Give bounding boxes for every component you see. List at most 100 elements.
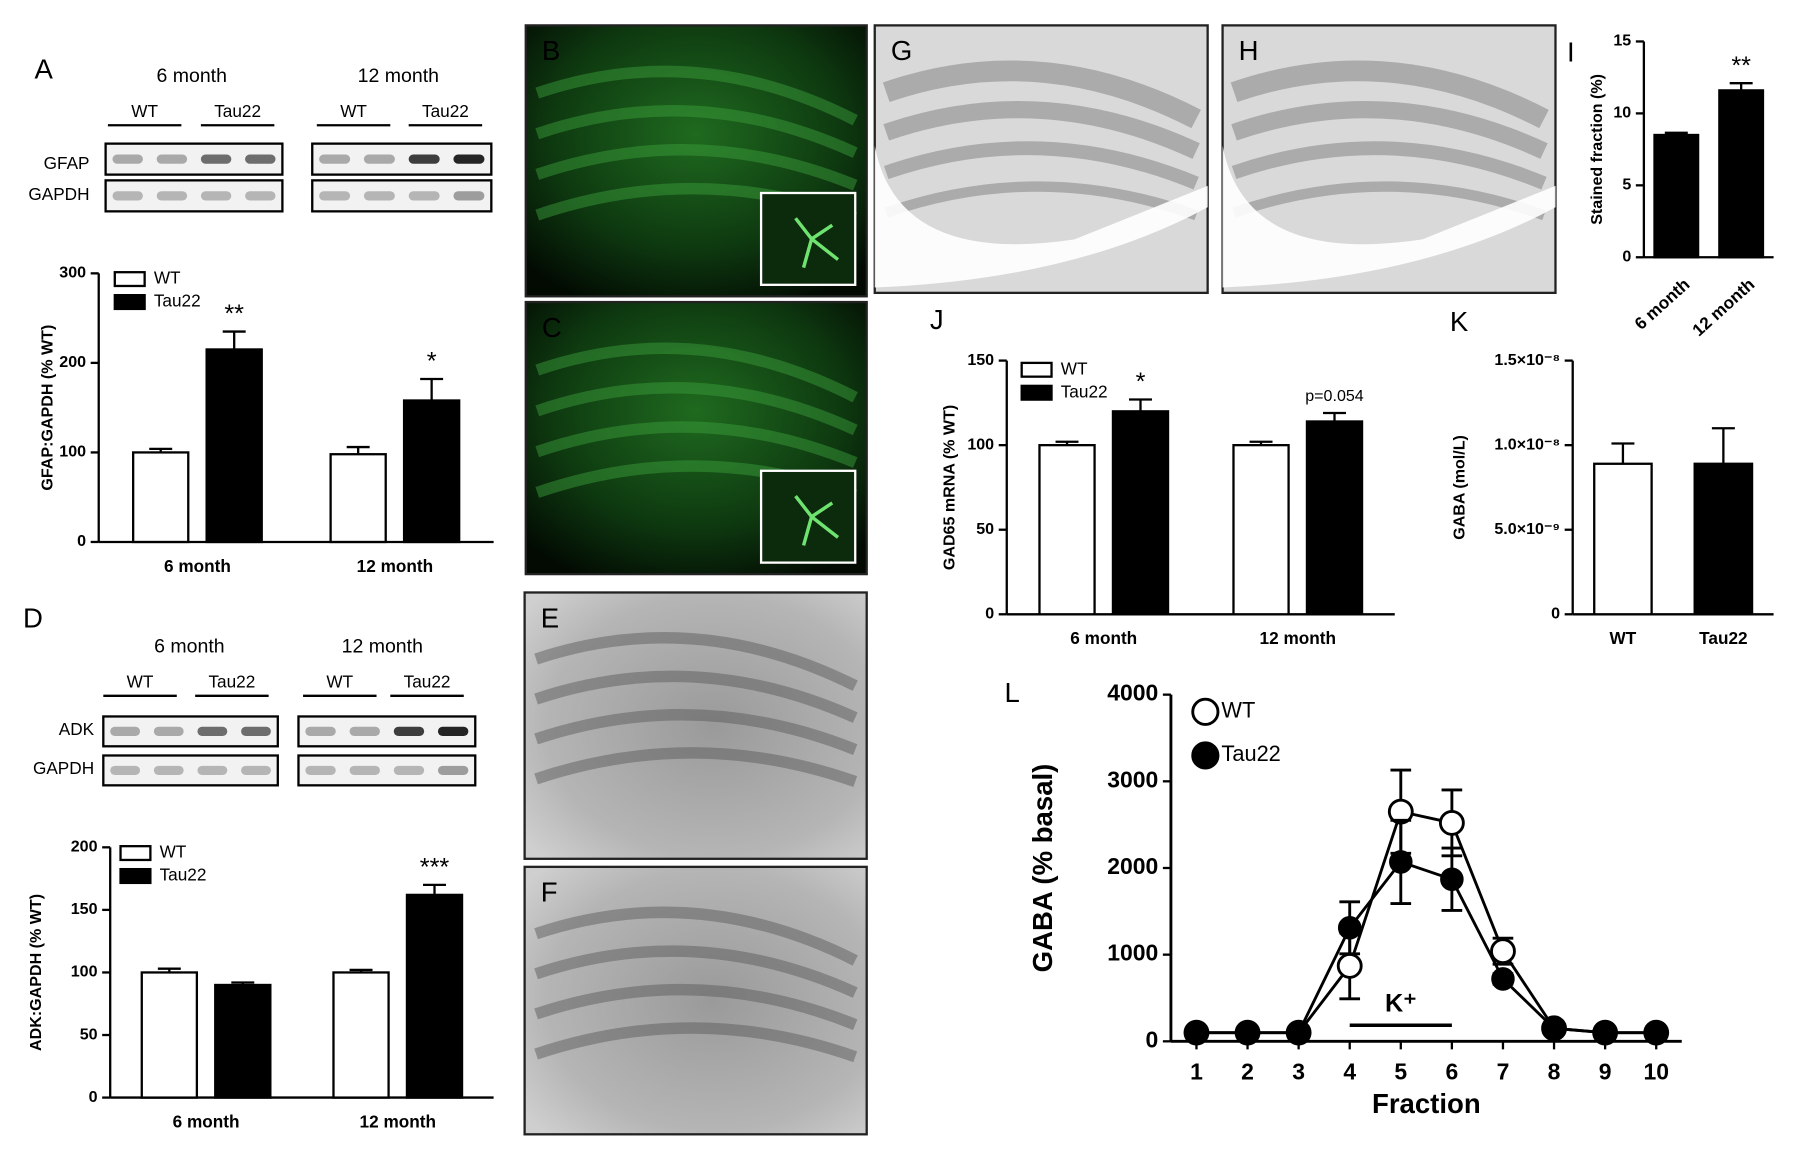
astrocyte	[794, 217, 840, 269]
bar	[140, 971, 199, 1099]
blot-band	[453, 191, 485, 201]
tissue-layer	[534, 747, 858, 787]
legend-label: WT	[1221, 698, 1255, 723]
tissue-layer	[534, 1022, 858, 1063]
y-axis-label: GABA (% basal)	[1027, 764, 1058, 973]
legend-swatch	[113, 271, 146, 288]
blot-band	[156, 191, 188, 201]
blot-row-label: GAPDH	[28, 184, 89, 204]
legend-label: Tau22	[1221, 741, 1280, 766]
legend-swatch	[119, 867, 152, 885]
x-tick-label: 3	[1292, 1059, 1305, 1085]
x-tick-label: 7	[1497, 1059, 1510, 1085]
legend-label: WT	[160, 842, 187, 862]
blot-band	[393, 765, 425, 776]
blot-band	[153, 726, 184, 736]
legend-marker	[1191, 697, 1220, 726]
bar	[1718, 89, 1765, 259]
tissue-layer	[883, 101, 1200, 159]
significance: ***	[420, 853, 450, 881]
x-tick-label: 6 month	[164, 556, 231, 576]
x-tick-label: 5	[1394, 1059, 1407, 1085]
tissue-layer	[535, 342, 858, 403]
blot-band	[363, 154, 395, 164]
blot-band	[197, 765, 228, 776]
x-tick-label: 4	[1343, 1059, 1356, 1085]
y-tick-label: 0	[77, 532, 86, 550]
bar	[402, 399, 461, 544]
marker	[1644, 1020, 1668, 1045]
panel-letter: F	[541, 877, 558, 908]
legend-swatch	[1020, 361, 1053, 378]
y-tick-label: 100	[71, 963, 98, 981]
series-line	[1196, 809, 1657, 1035]
blot-row-label: GAPDH	[33, 758, 94, 778]
blot-band	[453, 154, 485, 164]
y-axis-label: Stained fraction (%)	[1588, 74, 1606, 225]
x-tick-label: 9	[1599, 1059, 1612, 1085]
blot-band	[305, 765, 336, 776]
tissue-layer	[535, 381, 858, 436]
y-tick-label: 15	[1613, 32, 1631, 50]
x-tick-label: 2	[1241, 1059, 1254, 1085]
marker	[1491, 967, 1515, 991]
blot-lane-label: WT	[340, 101, 367, 121]
tissue-layer	[1231, 141, 1547, 190]
blot-band	[241, 765, 271, 776]
bar	[205, 348, 263, 544]
legend-label: Tau22	[154, 291, 201, 311]
y-tick-label: 1000	[1107, 940, 1158, 966]
marker	[1235, 1020, 1260, 1045]
y-tick-label: 0	[1551, 605, 1560, 623]
y-tick-label: 150	[967, 351, 994, 369]
bar	[214, 983, 272, 1099]
blot-band	[349, 765, 380, 776]
panel-letter: C	[542, 312, 562, 343]
marker	[1389, 850, 1413, 874]
x-axis-label: Fraction	[1372, 1088, 1481, 1119]
bar	[1593, 462, 1653, 616]
blot-band	[241, 726, 271, 736]
bar	[1693, 462, 1754, 616]
blot	[297, 754, 477, 787]
legend-marker	[1191, 741, 1220, 770]
y-tick-label: 100	[59, 443, 86, 461]
blot-band	[245, 191, 276, 201]
y-axis-label: GAD65 mRNA (% WT)	[941, 405, 959, 570]
marker	[1440, 867, 1464, 892]
blot-band	[245, 154, 276, 164]
blot-band	[110, 765, 141, 776]
bar	[332, 971, 390, 1099]
significance: *	[1136, 368, 1146, 396]
blot-row-label: ADK	[59, 719, 95, 739]
blot-band	[200, 154, 232, 164]
bar	[1232, 444, 1290, 616]
marker	[1286, 1020, 1311, 1045]
legend-swatch	[113, 294, 146, 311]
y-axis-label: GFAP:GAPDH (% WT)	[38, 325, 56, 491]
blot-band	[408, 154, 440, 164]
blot	[311, 179, 493, 213]
blot-band	[437, 726, 469, 736]
x-tick-label: 12 month	[360, 1111, 436, 1131]
inset	[759, 191, 857, 286]
panel-letter: D	[23, 602, 43, 633]
y-axis-label: GABA (mol/L)	[1450, 435, 1468, 540]
x-tick-label: 6 month	[1070, 628, 1137, 648]
tissue-layer	[535, 65, 858, 126]
tissue-layer	[534, 906, 858, 966]
blot	[102, 754, 279, 787]
ventricle	[874, 145, 1208, 288]
annotation: K⁺	[1385, 989, 1417, 1017]
bar	[132, 451, 190, 544]
marker	[1593, 1020, 1617, 1045]
blot-band	[408, 191, 440, 201]
y-tick-label: 4000	[1107, 680, 1158, 706]
blot-lane-label: Tau22	[214, 101, 261, 121]
bar	[405, 893, 464, 1099]
blot-group-label: 6 month	[156, 65, 226, 87]
y-tick-label: 0	[1622, 248, 1631, 266]
blot-band	[112, 154, 143, 164]
blot-band	[305, 726, 336, 736]
